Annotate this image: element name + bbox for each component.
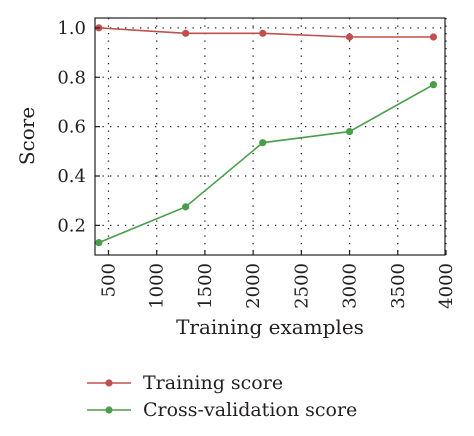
legend-cross-validation-score-marker [105, 406, 113, 414]
cross-validation-score-line [98, 83, 434, 244]
x-tick-label: 2000 [243, 263, 264, 309]
grid-lines [95, 18, 447, 255]
y-tick-label: 1.0 [57, 18, 86, 39]
y-tick-label: 0.2 [57, 215, 86, 236]
x-tick-label: 1000 [147, 263, 168, 309]
y-tick-label: 0.4 [57, 166, 86, 187]
y-axis: 0.2 0.4 0.6 0.8 1.0 [57, 18, 100, 236]
training-score-point [182, 29, 190, 37]
cross-validation-score-point [429, 81, 438, 89]
plot-frame [94, 17, 446, 256]
x-tick-label: 3000 [340, 263, 361, 309]
y-tick-label: 0.6 [57, 117, 86, 138]
y-axis-label: Score [15, 107, 39, 165]
x-tick-label: 1500 [195, 263, 216, 309]
cross-validation-score-point [259, 139, 267, 147]
x-tick-label: 2500 [291, 263, 312, 309]
cross-validation-score-point [95, 239, 103, 247]
training-score-point [259, 29, 267, 37]
x-tick-label: 3500 [388, 263, 409, 309]
y-tick-label: 0.8 [57, 67, 86, 88]
legend-training-score-label: Training score [143, 372, 283, 394]
x-axis: 500 1000 1500 2000 2500 3000 3500 4000 [98, 250, 457, 309]
legend-training-score-marker [105, 379, 113, 387]
series-layer [95, 24, 438, 247]
legend-cross-validation-score-label: Cross-validation score [143, 399, 357, 421]
cross-validation-score-point [182, 203, 190, 211]
x-axis-label: Training examples [176, 315, 364, 339]
x-tick-label: 4000 [436, 263, 457, 309]
training-score-point [429, 33, 438, 41]
x-tick-label: 500 [98, 263, 119, 297]
training-score-point [345, 33, 354, 41]
cross-validation-score-point [345, 127, 354, 136]
legend: Training score Cross-validation score [87, 372, 357, 421]
